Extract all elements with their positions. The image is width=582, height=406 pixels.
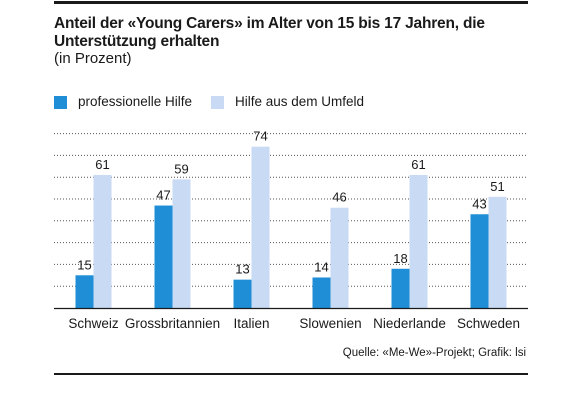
legend-swatch-umfeld [211, 96, 224, 109]
legend-label-umfeld: Hilfe aus dem Umfeld [235, 94, 365, 109]
chart-title: Anteil der «Young Carers» im Alter von 1… [54, 15, 485, 50]
category-label: Grossbritannien [125, 316, 220, 331]
category-label: Italien [233, 316, 269, 331]
data-label: 46 [332, 190, 346, 205]
legend-label-professionelle: professionelle Hilfe [78, 94, 193, 109]
legend-swatch-professionelle [54, 96, 67, 109]
category-label: Schweden [457, 316, 520, 331]
data-label: 43 [472, 196, 486, 211]
bar-umfeld [93, 175, 112, 308]
category-label: Schweiz [68, 316, 119, 331]
bottom-rule [54, 373, 528, 375]
bar-professionelle [391, 268, 410, 308]
data-label: 15 [77, 257, 91, 272]
bar-umfeld [409, 175, 428, 308]
data-label: 14 [314, 259, 328, 274]
category-label: Niederlande [373, 316, 446, 331]
top-rule [54, 1, 528, 4]
bar-professionelle [75, 275, 94, 308]
data-label: 18 [393, 251, 407, 266]
bar-professionelle [154, 205, 173, 308]
data-label: 59 [174, 161, 188, 176]
bar-professionelle [233, 279, 252, 308]
data-label: 61 [95, 157, 109, 172]
category-label: Slowenien [299, 316, 361, 331]
data-label: 51 [490, 179, 504, 194]
bar-umfeld [488, 196, 507, 308]
chart-subtitle: (in Prozent) [54, 50, 132, 67]
bar-umfeld [172, 179, 191, 308]
data-label: 61 [411, 157, 425, 172]
bar-professionelle [312, 277, 331, 308]
data-label: 47 [156, 188, 170, 203]
data-label: 13 [235, 262, 249, 277]
bar-professionelle [470, 214, 489, 308]
source-note: Quelle: «Me-We»-Projekt; Grafik: lsi [342, 347, 526, 359]
data-label: 74 [253, 129, 267, 144]
bar-umfeld [251, 146, 270, 308]
bar-umfeld [330, 207, 349, 308]
